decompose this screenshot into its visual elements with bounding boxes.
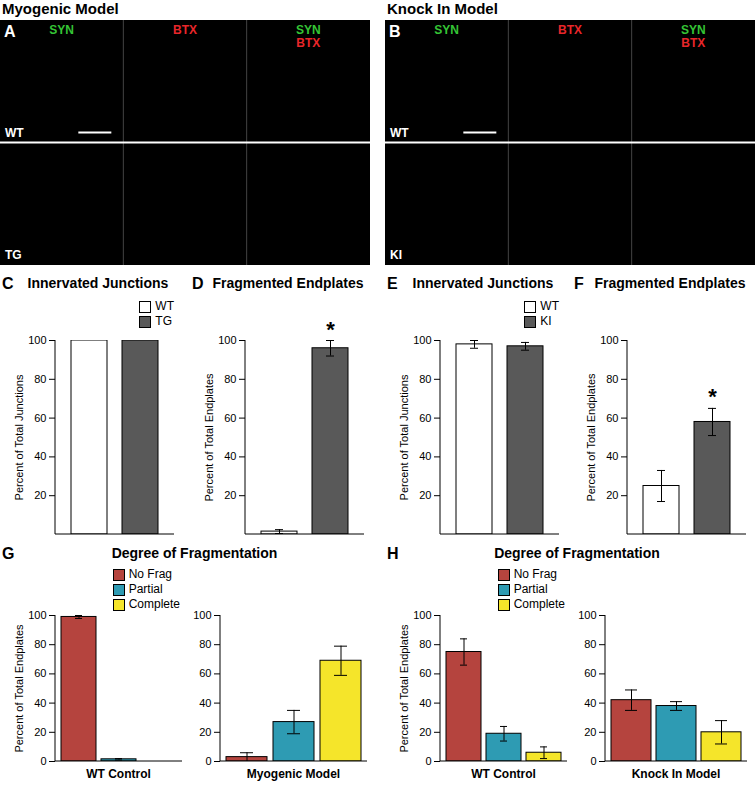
svg-text:B: B <box>389 23 401 40</box>
svg-text:100: 100 <box>413 609 431 621</box>
html-text:Fragmented Endplates: Fragmented Endplates <box>594 275 746 291</box>
svg-text:SYN: SYN <box>296 23 321 37</box>
html-text:Myogenic Model: Myogenic Model <box>246 767 341 781</box>
svg-text:WT: WT <box>390 126 409 140</box>
html-text:F: F <box>574 275 584 292</box>
svg-text:60: 60 <box>34 667 46 679</box>
svg-text:Percent of Total Junctions: Percent of Total Junctions <box>398 374 410 500</box>
html-text:Degree of Fragmentation: Degree of Fragmentation <box>494 545 660 561</box>
html-text:Innervated Junctions: Innervated Junctions <box>27 275 169 291</box>
html-text:D: D <box>192 275 204 292</box>
svg-text:TG: TG <box>5 248 22 262</box>
html-text:WT: WT <box>540 299 559 313</box>
svg-text:KI: KI <box>390 248 402 262</box>
html-text:No Frag: No Frag <box>513 567 557 581</box>
svg-text:BTX: BTX <box>681 36 705 50</box>
svg-text:100: 100 <box>578 609 596 621</box>
html-text:No Frag: No Frag <box>128 567 172 581</box>
svg-text:100: 100 <box>28 334 46 346</box>
svg-text:Percent of Total Endplates: Percent of Total Endplates <box>398 624 410 753</box>
html-text:Knock In Model: Knock In Model <box>631 767 721 781</box>
svg-text:Myogenic Model: Myogenic Model <box>2 0 119 17</box>
html-text:C: C <box>2 275 14 292</box>
html-text:G: G <box>2 545 15 562</box>
svg-text:80: 80 <box>606 373 618 385</box>
html-text:KI: KI <box>540 314 552 328</box>
svg-text:20: 20 <box>419 489 431 501</box>
html-text:WT Control: WT Control <box>471 767 536 781</box>
svg-text:40: 40 <box>224 450 236 462</box>
html-text:Partial: Partial <box>128 582 163 596</box>
svg-text:0: 0 <box>205 755 211 767</box>
svg-text:100: 100 <box>600 334 618 346</box>
svg-text:BTX: BTX <box>173 23 197 37</box>
svg-text:20: 20 <box>419 726 431 738</box>
html-text:H: H <box>387 545 399 562</box>
html-text:Complete: Complete <box>513 597 565 611</box>
svg-text:SYN: SYN <box>434 23 459 37</box>
svg-text:40: 40 <box>419 450 431 462</box>
svg-text:BTX: BTX <box>558 23 582 37</box>
html-text:Degree of Fragmentation: Degree of Fragmentation <box>111 545 278 561</box>
svg-text:*: * <box>708 384 717 409</box>
svg-text:WT: WT <box>5 126 24 140</box>
svg-text:40: 40 <box>34 697 46 709</box>
svg-text:100: 100 <box>218 334 236 346</box>
svg-text:20: 20 <box>34 489 46 501</box>
svg-text:0: 0 <box>425 755 431 767</box>
svg-text:40: 40 <box>584 697 596 709</box>
svg-text:60: 60 <box>419 667 431 679</box>
html-text:Fragmented Endplates: Fragmented Endplates <box>212 275 364 291</box>
svg-text:*: * <box>326 317 335 342</box>
svg-text:20: 20 <box>199 726 211 738</box>
svg-text:Knock In Model: Knock In Model <box>387 0 498 17</box>
html-text:E: E <box>387 275 398 292</box>
svg-text:Percent of Total Junctions: Percent of Total Junctions <box>13 374 25 500</box>
svg-text:BTX: BTX <box>296 36 320 50</box>
svg-text:100: 100 <box>193 609 211 621</box>
svg-text:100: 100 <box>413 334 431 346</box>
svg-text:20: 20 <box>584 726 596 738</box>
svg-text:60: 60 <box>34 412 46 424</box>
html-text:WT: WT <box>155 299 174 313</box>
svg-text:20: 20 <box>606 489 618 501</box>
svg-text:60: 60 <box>199 667 211 679</box>
svg-text:80: 80 <box>419 373 431 385</box>
svg-text:20: 20 <box>34 726 46 738</box>
svg-text:SYN: SYN <box>49 23 74 37</box>
svg-text:40: 40 <box>606 450 618 462</box>
svg-text:80: 80 <box>584 638 596 650</box>
html-text:Innervated Junctions: Innervated Junctions <box>412 275 554 291</box>
svg-text:60: 60 <box>224 412 236 424</box>
svg-text:100: 100 <box>28 609 46 621</box>
svg-text:80: 80 <box>199 638 211 650</box>
svg-text:A: A <box>4 23 16 40</box>
html-text:Complete: Complete <box>128 597 180 611</box>
svg-text:0: 0 <box>590 755 596 767</box>
svg-text:40: 40 <box>34 450 46 462</box>
svg-text:20: 20 <box>224 489 236 501</box>
svg-text:0: 0 <box>40 755 46 767</box>
svg-text:Percent of Total Endplates: Percent of Total Endplates <box>585 373 597 502</box>
html-text:Partial: Partial <box>513 582 548 596</box>
svg-text:40: 40 <box>419 697 431 709</box>
svg-text:60: 60 <box>419 412 431 424</box>
svg-text:60: 60 <box>606 412 618 424</box>
html-text:TG: TG <box>155 314 172 328</box>
svg-text:80: 80 <box>34 638 46 650</box>
html-text:WT Control: WT Control <box>86 767 151 781</box>
svg-text:Percent of Total Endplates: Percent of Total Endplates <box>203 373 215 502</box>
svg-text:SYN: SYN <box>681 23 706 37</box>
svg-text:40: 40 <box>199 697 211 709</box>
svg-text:80: 80 <box>419 638 431 650</box>
svg-text:80: 80 <box>34 373 46 385</box>
svg-text:80: 80 <box>224 373 236 385</box>
svg-text:Percent of Total Endplates: Percent of Total Endplates <box>13 624 25 753</box>
svg-text:60: 60 <box>584 667 596 679</box>
